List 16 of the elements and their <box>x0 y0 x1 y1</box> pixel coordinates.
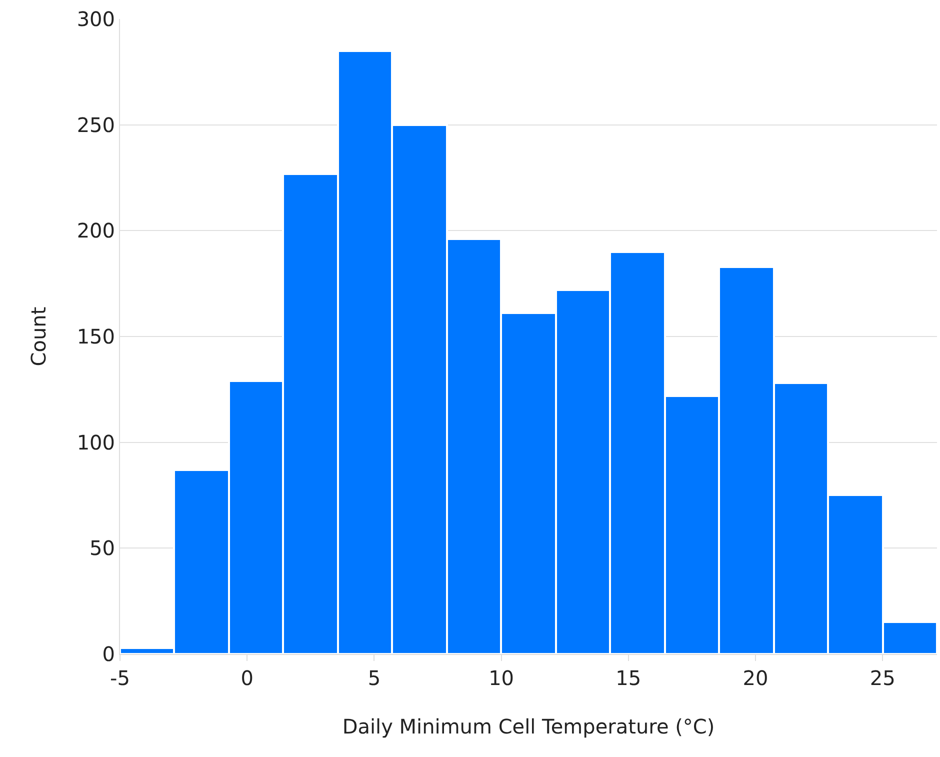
y-tick-label: 250 <box>76 112 115 137</box>
x-axis-title: Daily Minimum Cell Temperature (°C) <box>342 714 715 738</box>
x-tick-label: 0 <box>240 666 254 690</box>
x-tick-label: 15 <box>616 666 642 690</box>
x-tick-label: 5 <box>368 666 381 690</box>
y-tick-label: 50 <box>90 536 115 560</box>
y-tick-label: 200 <box>76 218 115 243</box>
x-tick-label: 10 <box>488 666 514 690</box>
y-axis-title: Count <box>26 306 50 366</box>
y-tick-label: 0 <box>102 642 115 666</box>
y-tick-label: 300 <box>76 7 115 31</box>
x-tick-label: 20 <box>742 666 768 690</box>
x-tick-label: 25 <box>870 666 896 690</box>
y-tick-label: 100 <box>76 430 115 454</box>
y-tick-label: 150 <box>76 324 115 348</box>
x-tick-label: -5 <box>110 666 130 690</box>
